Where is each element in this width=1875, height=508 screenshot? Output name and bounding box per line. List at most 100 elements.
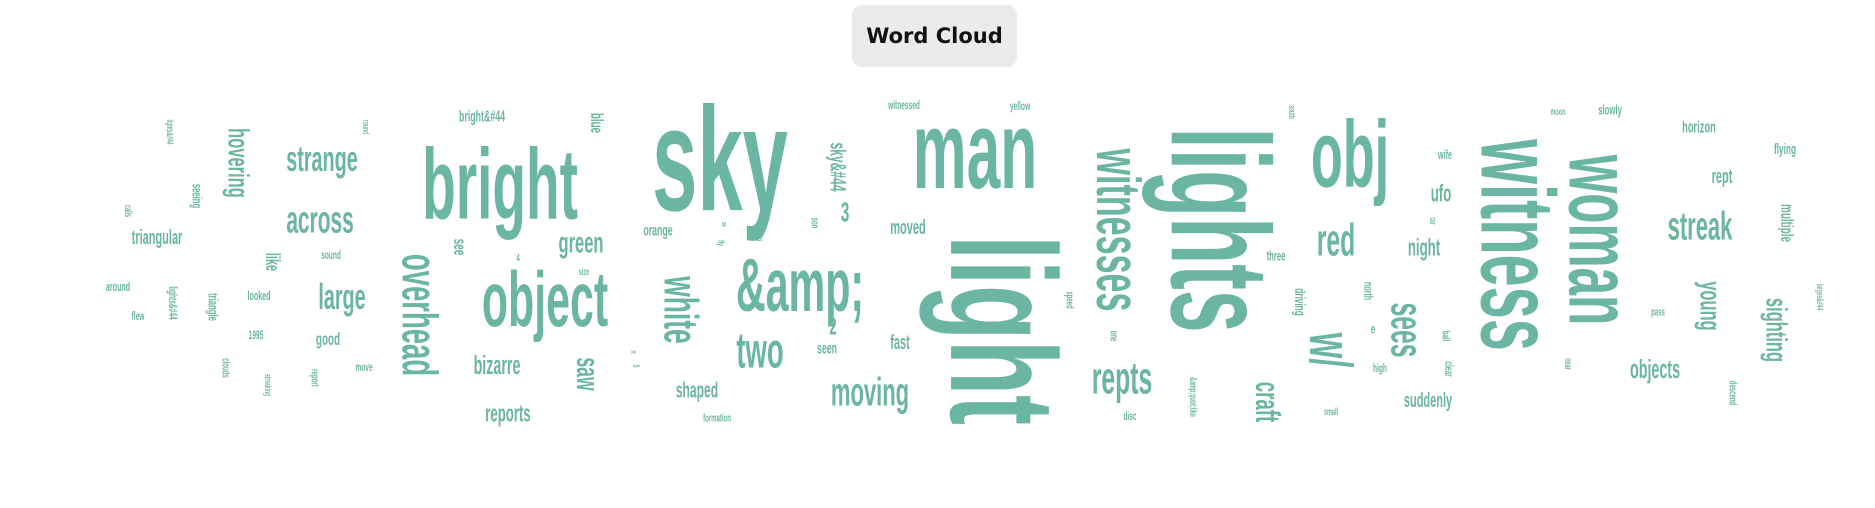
word-cloud-word: saw	[570, 357, 605, 391]
word-cloud-word: lights	[1142, 127, 1298, 332]
word-cloud-word: reports	[485, 400, 530, 427]
word-cloud-word: around	[106, 281, 130, 295]
word-cloud-word: w	[721, 218, 726, 229]
word-cloud-word: w/	[1297, 332, 1364, 368]
word-cloud-word: ufo	[1431, 180, 1452, 207]
word-cloud-group: objects	[1630, 356, 1680, 385]
word-cloud-group: clouds	[220, 358, 232, 378]
word-cloud-group: saw	[570, 357, 605, 391]
word-cloud-word: sky&#44	[826, 142, 851, 191]
word-cloud-word: young	[1693, 281, 1726, 330]
word-cloud-group: 1995	[249, 329, 264, 343]
word-cloud-group: horizon	[1682, 118, 1716, 137]
word-cloud-word: flying	[1774, 140, 1796, 157]
word-cloud-word: 2	[829, 313, 836, 340]
word-cloud-group: 3	[841, 197, 850, 228]
word-cloud-word: triangular	[132, 227, 183, 249]
word-cloud-group: large	[318, 278, 365, 318]
word-cloud-group: like	[261, 253, 283, 271]
word-cloud-word: bright	[422, 129, 578, 241]
word-cloud-group: streaking	[262, 374, 273, 396]
word-cloud-word: e	[1371, 323, 1375, 338]
word-cloud-word: looked	[247, 290, 270, 304]
word-cloud-word: shaped	[676, 378, 718, 403]
word-cloud-word: lights&#44	[164, 120, 175, 145]
word-cloud-word: object	[482, 257, 608, 344]
word-cloud-word: white	[653, 276, 706, 344]
word-cloud-group: green	[559, 226, 604, 259]
word-cloud-group: streak	[1668, 204, 1733, 249]
word-cloud-word: sound	[321, 249, 341, 263]
word-cloud-word: fast	[890, 332, 910, 354]
word-cloud-group: reports	[485, 400, 530, 427]
word-cloud-word: pass	[1651, 306, 1665, 318]
word-cloud-word: suddenly	[1404, 390, 1452, 412]
word-cloud-group: witnesses	[1083, 148, 1152, 312]
word-cloud-group: move	[355, 361, 373, 375]
word-cloud-word: 4	[516, 252, 519, 264]
word-cloud-group: triangle	[205, 293, 220, 321]
word-cloud-group: seen	[817, 339, 837, 358]
word-cloud-group: man	[913, 89, 1037, 212]
word-cloud-group: size	[579, 266, 590, 277]
word-cloud-word: speed	[1064, 291, 1076, 308]
word-cloud-group: three	[1267, 250, 1286, 265]
word-cloud-word: 20	[757, 232, 763, 243]
word-cloud-word: 5	[630, 365, 641, 368]
word-cloud-group: formation	[703, 412, 731, 424]
word-cloud-word: like	[261, 253, 283, 271]
word-cloud-word: lights&#44	[165, 286, 179, 320]
word-cloud-group: wife	[1437, 149, 1452, 163]
word-cloud-group: slowly	[1598, 104, 1622, 119]
word-cloud-word: triangle	[205, 293, 220, 321]
word-cloud-group: shaped	[676, 378, 718, 403]
word-cloud-word: bright&#44	[459, 107, 506, 126]
word-cloud-group: good	[316, 330, 340, 350]
word-cloud-group: ufo	[1431, 180, 1452, 207]
word-cloud-word: move	[355, 361, 373, 375]
word-cloud-group: e	[1371, 323, 1375, 338]
word-cloud-word: light	[918, 235, 1085, 425]
word-cloud-word: descend	[1727, 381, 1739, 406]
word-cloud-group: blue	[586, 113, 606, 133]
word-cloud-group: red	[1317, 215, 1355, 266]
word-cloud-word: orange	[643, 221, 672, 240]
word-cloud-word: &amp;	[736, 243, 864, 327]
word-cloud-group: north	[1360, 282, 1374, 300]
word-cloud-group: calls	[122, 205, 133, 218]
word-cloud-group: triangular	[132, 227, 183, 249]
word-cloud-word: three	[1267, 250, 1286, 265]
word-cloud-group: object	[482, 257, 608, 344]
word-cloud-word: man	[913, 89, 1037, 212]
word-cloud-word: larges&#44	[1814, 284, 1825, 310]
word-cloud-group: sky	[652, 78, 788, 243]
word-cloud-word: high	[1373, 362, 1387, 376]
word-cloud-group: &amp;	[736, 243, 864, 327]
word-cloud-word: flew	[132, 310, 145, 324]
word-cloud-group: seeing	[189, 184, 204, 208]
word-cloud-group: lights	[1142, 127, 1298, 332]
word-cloud-group: clear	[1441, 361, 1455, 377]
word-cloud-word: 3	[841, 197, 850, 228]
word-cloud-group: witnessed	[887, 99, 920, 113]
word-cloud-group: bright&#44	[459, 107, 506, 126]
word-cloud-group: small	[1324, 406, 1338, 417]
word-cloud-word: one	[1108, 331, 1120, 342]
word-cloud-group: young	[1693, 281, 1726, 330]
word-cloud-title-button[interactable]: Word Cloud	[852, 5, 1017, 67]
word-cloud-word: streak	[1668, 204, 1733, 249]
word-cloud-group: white	[653, 276, 706, 344]
word-cloud-word: sees	[1382, 302, 1433, 357]
word-cloud-word: across	[286, 199, 353, 241]
word-cloud-group: disc	[1123, 410, 1137, 424]
word-cloud-word: sighting	[1759, 298, 1792, 362]
word-cloud-group: craft	[1249, 382, 1287, 423]
word-cloud-group: strange	[286, 140, 358, 180]
word-cloud-word: horizon	[1682, 118, 1716, 137]
word-cloud-word: two	[736, 321, 783, 378]
word-cloud-group: bizarre	[474, 352, 521, 381]
word-cloud-group: car	[1427, 217, 1438, 225]
word-cloud-word: seeing	[189, 184, 204, 208]
word-cloud-word: &amp;quot;like	[1187, 377, 1198, 417]
word-cloud-group: high	[1373, 362, 1387, 376]
